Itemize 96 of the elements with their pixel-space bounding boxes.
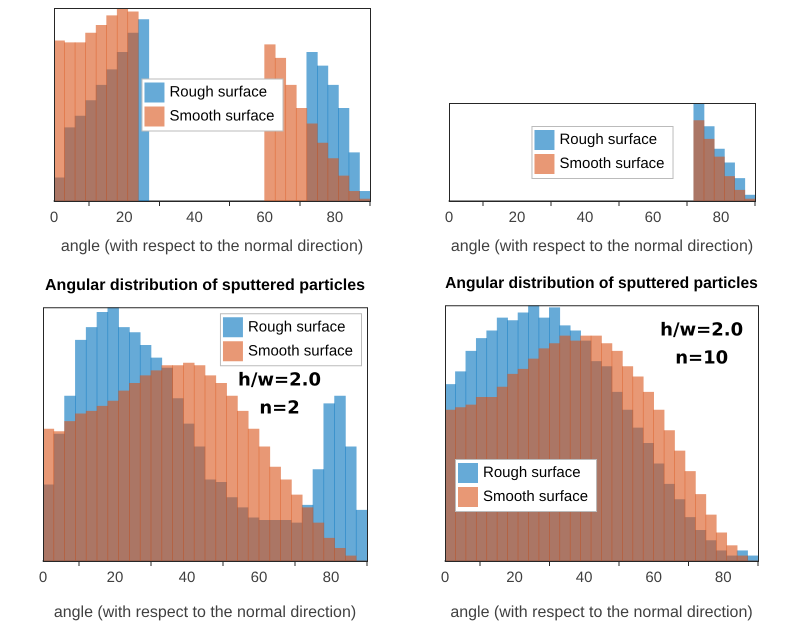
bar	[312, 522, 324, 561]
bar	[323, 538, 335, 561]
legend-label: Rough surface	[248, 318, 346, 336]
bar	[172, 365, 184, 561]
bar	[43, 428, 54, 561]
x-tick-label: 0	[50, 209, 58, 226]
bar	[622, 366, 634, 561]
bar	[96, 25, 107, 201]
x-tick-label: 60	[250, 569, 268, 586]
bar	[64, 421, 76, 561]
bar	[716, 532, 728, 561]
x-tick-label: 40	[186, 209, 203, 226]
x-axis-title: angle (with respect to the normal direction)	[450, 604, 753, 621]
bar	[317, 142, 328, 201]
bar	[684, 471, 696, 561]
bar	[704, 138, 715, 201]
bar	[54, 40, 65, 201]
annotation: h/w=2.0	[238, 369, 322, 390]
bar	[653, 410, 664, 561]
bar	[118, 390, 130, 561]
bar	[107, 400, 119, 561]
bar	[74, 42, 86, 201]
bar	[664, 430, 675, 561]
bar	[338, 176, 350, 201]
bar	[296, 108, 308, 201]
bar	[248, 428, 260, 561]
bar	[291, 494, 303, 561]
annotation: n=10	[675, 348, 728, 369]
bar	[285, 84, 297, 201]
bar	[734, 190, 746, 201]
x-tick-label: 0	[440, 569, 450, 586]
x-tick-label: 60	[256, 209, 274, 226]
legend-label: Rough surface	[559, 131, 658, 148]
chart-title: Angular distribution of sputtered particles	[44, 277, 366, 294]
annotation: n=2	[259, 397, 300, 418]
bar	[334, 548, 346, 561]
x-tick-label: 80	[712, 209, 730, 226]
bar	[280, 479, 292, 561]
legend-label: Rough surface	[483, 464, 581, 482]
bar	[258, 446, 270, 561]
bar	[96, 406, 108, 561]
x-tick-label: 80	[322, 569, 340, 586]
annotation: h/w=2.0	[660, 319, 744, 340]
bar	[194, 365, 206, 561]
x-axis-title: angle (with respect to the normal direction)	[54, 604, 356, 621]
legend-label: Smooth surface	[483, 488, 588, 506]
bar	[75, 413, 87, 561]
x-tick-label: 60	[644, 209, 662, 226]
x-tick-label: 20	[116, 209, 133, 226]
bar	[237, 410, 249, 561]
bar	[306, 123, 318, 201]
bar	[632, 376, 644, 561]
x-tick-label: 0	[38, 569, 48, 586]
bar	[747, 556, 758, 561]
bar	[714, 156, 725, 201]
bar	[612, 350, 623, 561]
bar	[695, 494, 706, 561]
bar	[348, 191, 360, 201]
x-tick-label: 80	[326, 209, 344, 226]
x-axis-title: angle (with respect to the normal direction)	[60, 238, 364, 255]
bar	[85, 32, 96, 201]
x-tick-label: 20	[508, 209, 526, 226]
x-axis-title: angle (with respect to the normal direction)	[450, 238, 754, 255]
bar	[345, 556, 357, 561]
bar	[328, 158, 339, 201]
chart-title: Angular distribution of sputtered particles	[445, 274, 758, 292]
bar	[706, 514, 717, 561]
bar	[204, 375, 216, 561]
bar	[726, 545, 738, 561]
bar	[642, 392, 654, 561]
bar	[736, 556, 748, 561]
x-tick-label: 40	[178, 569, 196, 586]
bar	[129, 383, 141, 561]
bar	[356, 510, 367, 561]
legend-label: Rough surface	[169, 84, 268, 101]
bar	[215, 383, 227, 561]
legend-label: Smooth surface	[559, 155, 665, 172]
bar	[106, 15, 118, 201]
x-tick-label: 40	[576, 569, 592, 586]
bar	[226, 396, 238, 561]
bar	[64, 42, 76, 201]
legend-label: Smooth surface	[248, 342, 354, 360]
x-tick-label: 20	[106, 569, 124, 586]
x-tick-label: 40	[576, 209, 594, 226]
x-tick-label: 0	[444, 209, 454, 226]
bar	[116, 8, 128, 201]
legend-label: Smooth surface	[169, 108, 275, 125]
bar	[724, 176, 735, 201]
bar	[183, 362, 195, 561]
bar	[86, 410, 98, 561]
x-tick-label: 60	[645, 569, 662, 586]
x-tick-label: 80	[714, 569, 732, 586]
bar	[269, 466, 281, 561]
bar	[674, 450, 686, 561]
x-tick-label: 20	[506, 569, 523, 586]
bar	[693, 120, 704, 201]
